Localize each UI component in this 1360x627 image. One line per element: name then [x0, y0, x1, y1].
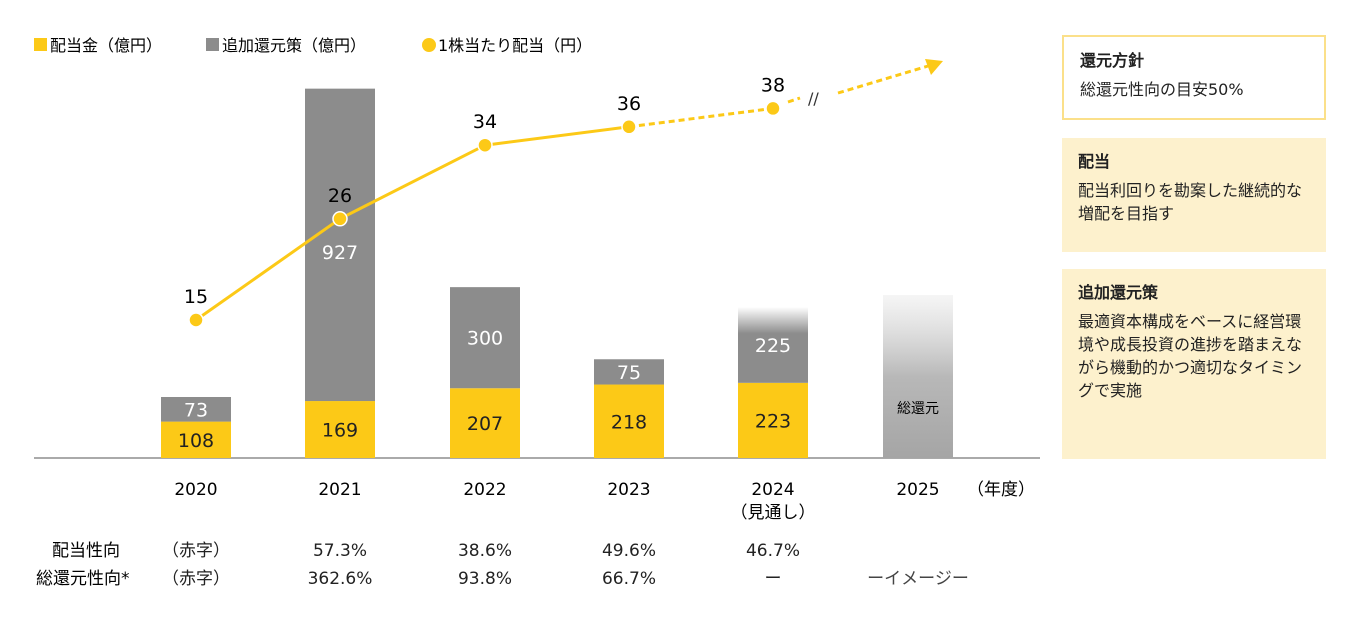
x-tick-label: 2021: [318, 480, 361, 500]
table-cell: 66.7%: [602, 569, 656, 589]
panel-title: 還元方針: [1080, 51, 1145, 70]
x-tick-label: 2023: [607, 480, 650, 500]
dps-line-forecast: [837, 64, 929, 95]
arrow-head-icon: [925, 59, 943, 75]
bar-dividend: [738, 382, 808, 458]
chart: 配当金（億円） 追加還元策（億円） 1株当たり配当（円） 108 73 2020 169 92…: [34, 36, 1040, 589]
bar-dividend: [450, 388, 520, 458]
policy-panel: 還元方針 総還元性向の目安50%: [1062, 35, 1326, 120]
break-mark: //: [808, 89, 819, 108]
table-cell: 49.6%: [602, 541, 656, 561]
x-tick-label: 2024: [751, 480, 794, 500]
table-cell: ーイメージー: [867, 569, 969, 589]
bar-label: 75: [617, 362, 641, 384]
table-cell: （赤字）: [162, 569, 230, 589]
table-row-label: 総還元性向*: [36, 569, 130, 589]
legend-swatch: [34, 38, 47, 51]
table-cell: （赤字）: [162, 541, 230, 561]
panel-body: 配当利回りを勘案した継続的な増配を目指す: [1078, 181, 1303, 223]
legend-label: 配当金（億円）: [50, 36, 162, 55]
dps-line-forecast: [787, 96, 801, 104]
bar-dividend: [161, 421, 231, 458]
x-tick-label: 2020: [174, 480, 217, 500]
dps-point: [332, 211, 348, 227]
x-unit: （年度）: [967, 480, 1035, 500]
dps-label: 26: [328, 185, 352, 207]
bar-additional: [161, 397, 231, 422]
legend-label: 追加還元策（億円）: [222, 36, 366, 55]
table-row-label: 配当性向: [52, 541, 120, 561]
dps-label: 34: [473, 111, 497, 133]
bar-dividend: [594, 384, 664, 458]
bar-label: 108: [178, 430, 214, 452]
bar-additional: [594, 359, 664, 385]
x-tick-label: 2025: [896, 480, 939, 500]
bar-additional: [450, 287, 520, 389]
legend-swatch: [422, 38, 436, 52]
bar-image-label: 総還元: [897, 401, 939, 417]
dps-line: [195, 125, 630, 322]
bar-label: 225: [755, 335, 791, 357]
dps-label: 15: [184, 286, 208, 308]
table-cell: 93.8%: [458, 569, 512, 589]
bar-label: 223: [755, 410, 791, 432]
dividend-panel: 配当 配当利回りを勘案した継続的な増配を目指す: [1062, 138, 1326, 252]
panel-body: 総還元性向の目安50%: [1080, 80, 1244, 99]
bar-label: 169: [322, 420, 358, 442]
bar-label: 300: [467, 328, 503, 350]
table-cell: 38.6%: [458, 541, 512, 561]
bar-additional: [738, 307, 808, 383]
bar-label: 218: [611, 411, 647, 433]
dps-point: [188, 312, 204, 328]
bar-label: 927: [322, 242, 358, 264]
bar-image: [883, 295, 953, 458]
table-cell: 57.3%: [313, 541, 367, 561]
table-cell: 46.7%: [746, 541, 800, 561]
legend-label: 1株当たり配当（円）: [438, 36, 592, 55]
dps-label: 38: [761, 74, 785, 96]
bar-additional: [305, 88, 375, 402]
x-tick-label: 2022: [463, 480, 506, 500]
panel-title: 追加還元策: [1078, 283, 1159, 302]
panel-title: 配当: [1078, 152, 1111, 171]
bar-label: 207: [467, 413, 503, 435]
table-cell: 362.6%: [308, 569, 373, 589]
dps-point: [621, 119, 637, 135]
dps-point: [477, 137, 493, 153]
bar-dividend: [305, 401, 375, 458]
additional-return-panel: 追加還元策 最適資本構成をベースに経営環境や成長投資の進捗を踏まえながら機動的か…: [1062, 269, 1326, 459]
table-cell: ー: [765, 569, 782, 589]
dps-line-forecast: [628, 106, 774, 129]
legend-swatch: [206, 38, 219, 51]
bar-label: 73: [184, 399, 208, 421]
panel-body: 最適資本構成をベースに経営環境や成長投資の進捗を踏まえながら機動的かつ適切なタイ…: [1078, 312, 1303, 400]
dps-point: [765, 100, 781, 117]
dps-label: 36: [617, 93, 641, 115]
x-tick-sublabel: （見通し）: [731, 503, 816, 523]
